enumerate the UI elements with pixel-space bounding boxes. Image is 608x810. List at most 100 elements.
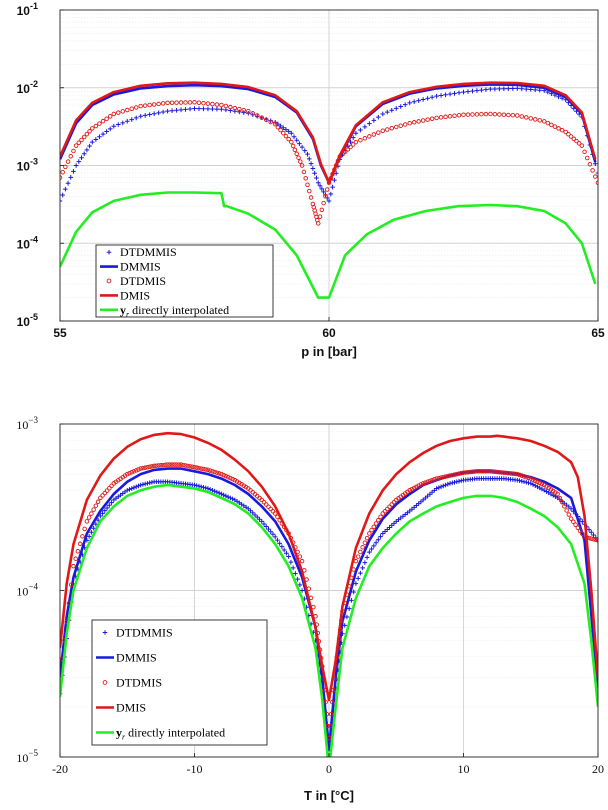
data-point: [79, 137, 84, 143]
data-point: [167, 462, 173, 467]
data-point: [263, 117, 269, 123]
data-point: [532, 478, 538, 483]
data-point: [373, 521, 379, 526]
data-point: [149, 464, 155, 469]
data-point: [293, 571, 298, 576]
series-line: [60, 191, 597, 299]
data-point: [237, 109, 242, 115]
data-point: [494, 469, 500, 475]
data-point: [445, 473, 451, 479]
data-point: [270, 531, 276, 537]
y-tick-label: 10−5: [16, 748, 38, 765]
data-point: [407, 488, 412, 493]
data-point: [398, 123, 403, 128]
data-point: [416, 119, 421, 124]
data-point: [289, 130, 294, 136]
data-point: [210, 488, 215, 493]
data-point: [351, 589, 356, 595]
data-point: [272, 534, 278, 540]
data-point: [474, 112, 480, 117]
series-y-r-directly-interpolated: [60, 191, 597, 299]
data-point: [305, 182, 310, 187]
data-point: [425, 479, 430, 485]
data-point: [124, 107, 130, 113]
legend-subscript: r: [122, 733, 126, 742]
data-point: [456, 112, 462, 118]
data-point: [165, 100, 170, 106]
data-point: [154, 463, 159, 468]
data-point: [277, 541, 282, 546]
data-point: [216, 490, 222, 496]
data-point: [515, 113, 520, 118]
x-tick-label: -10: [187, 762, 203, 776]
data-point: [443, 92, 448, 98]
data-point: [178, 462, 184, 467]
data-point: [73, 143, 79, 148]
data-point: [107, 126, 113, 132]
data-point: [254, 514, 260, 520]
data-point: [183, 463, 188, 468]
data-point: [223, 493, 229, 499]
data-point: [201, 466, 206, 472]
data-point: [321, 200, 326, 206]
data-point: [411, 120, 417, 125]
data-point: [212, 469, 217, 475]
data-point: [328, 191, 334, 197]
data-point: [165, 462, 170, 467]
data-point: [158, 463, 164, 468]
legend-item: yr directly interpolated: [100, 303, 229, 319]
data-point: [346, 606, 352, 611]
data-point: [418, 482, 424, 487]
data-point: [198, 466, 204, 471]
chart-1: 55 60 65 10-5 10-4 10-3 10-2 10-1 p in [bar] DTDM…: [17, 1, 605, 359]
data-point: [100, 511, 105, 516]
legend-label: DTDMIS: [116, 676, 162, 690]
data-point: [305, 151, 310, 157]
data-point: [138, 482, 143, 488]
data-point: [133, 105, 139, 110]
data-point: [156, 101, 161, 107]
data-point: [308, 195, 314, 200]
data-point: [349, 598, 354, 603]
data-point: [371, 132, 377, 137]
data-point: [515, 477, 520, 483]
data-point: [382, 508, 388, 514]
legend-swatch: [102, 630, 108, 635]
data-point: [275, 537, 280, 543]
data-point: [294, 137, 300, 143]
data-point: [472, 469, 477, 474]
data-point: [490, 469, 495, 474]
data-point: [172, 462, 177, 467]
data-point: [93, 123, 99, 129]
data-point: [73, 556, 78, 561]
data-point: [266, 504, 271, 509]
data-point: [91, 507, 96, 512]
data-point: [187, 106, 193, 112]
data-point: [456, 471, 462, 476]
data-point: [151, 102, 157, 107]
data-point: [169, 100, 175, 105]
data-point: [196, 100, 202, 105]
data-point: [315, 221, 321, 226]
data-point: [272, 511, 278, 516]
data-point: [194, 465, 199, 470]
data-point: [512, 471, 518, 477]
x-tick-label: 60: [322, 326, 336, 340]
data-point: [306, 156, 312, 162]
data-point: [259, 519, 265, 524]
data-point: [537, 480, 542, 486]
data-point: [452, 479, 457, 485]
data-point: [447, 481, 453, 486]
data-point: [252, 512, 258, 518]
series-y-r-directly-interpolated: [60, 483, 598, 757]
legend-label: DMMIS: [116, 651, 157, 665]
data-point: [86, 515, 92, 520]
data-point: [250, 510, 256, 516]
data-point: [373, 540, 379, 546]
legend-item: DMIS: [96, 701, 146, 715]
data-point: [330, 699, 335, 705]
data-point: [263, 524, 269, 529]
y-tick-exponent: −3: [28, 415, 38, 425]
data-point: [246, 108, 251, 114]
